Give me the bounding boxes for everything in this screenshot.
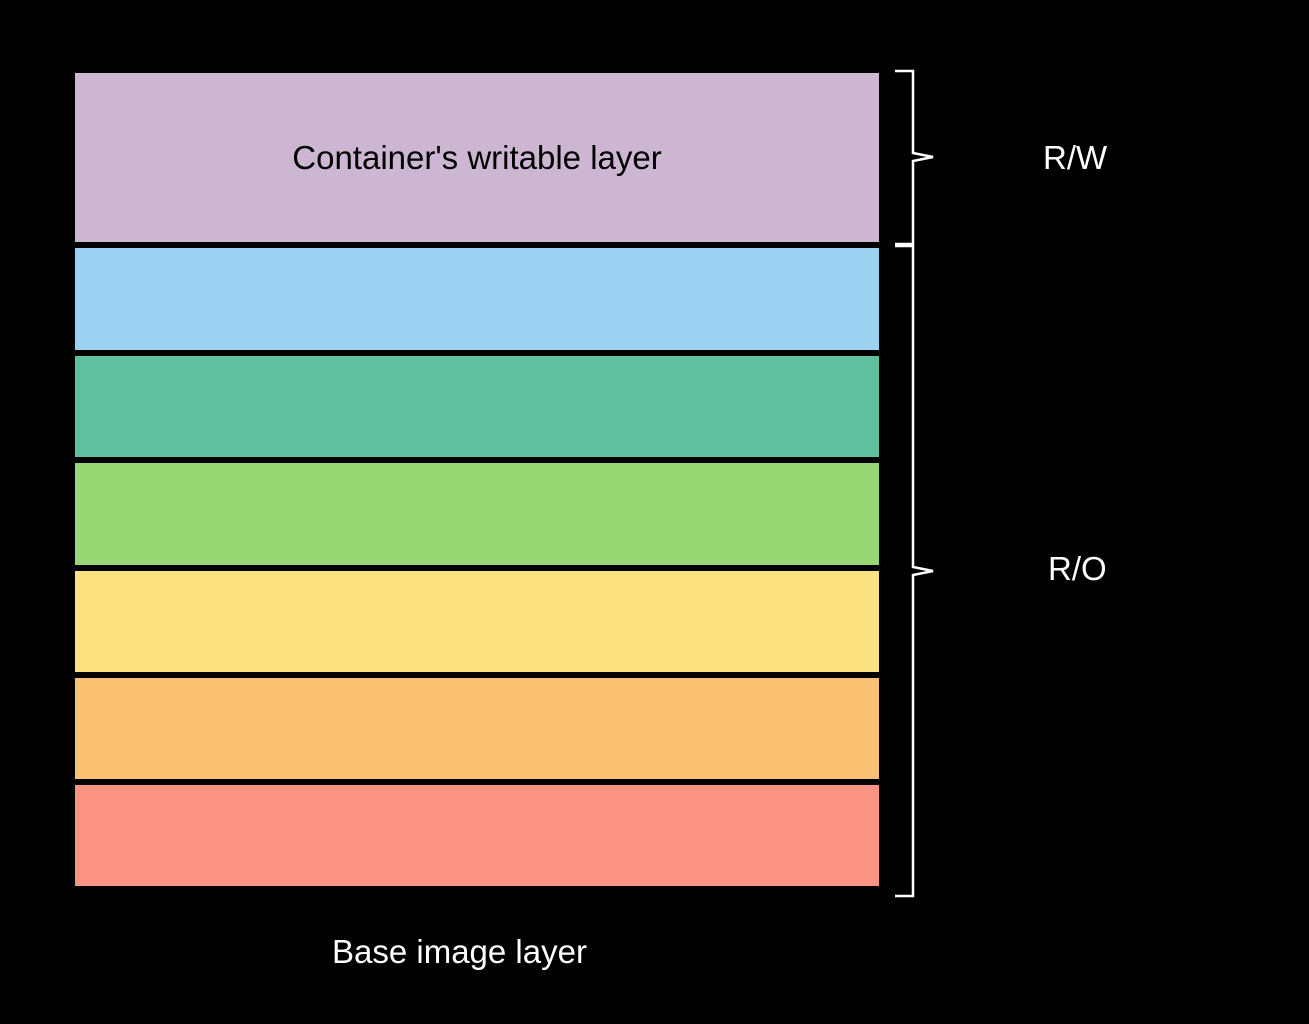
writable-layer-label: Container's writable layer: [292, 139, 661, 177]
image-layer-green: [73, 461, 881, 567]
image-layer-teal: [73, 354, 881, 459]
bracket-ro: [893, 244, 937, 898]
rw-label: R/W: [1043, 139, 1107, 177]
ro-label: R/O: [1048, 550, 1107, 588]
base-image-label: Base image layer: [332, 933, 587, 971]
writable-layer: Container's writable layer: [73, 71, 881, 244]
bracket-rw: [893, 69, 937, 246]
image-layer-salmon: [73, 783, 881, 888]
image-layer-blue: [73, 246, 881, 352]
image-layer-orange: [73, 676, 881, 781]
layer-diagram: Container's writable layer: [73, 71, 881, 888]
image-layer-yellow: [73, 569, 881, 674]
